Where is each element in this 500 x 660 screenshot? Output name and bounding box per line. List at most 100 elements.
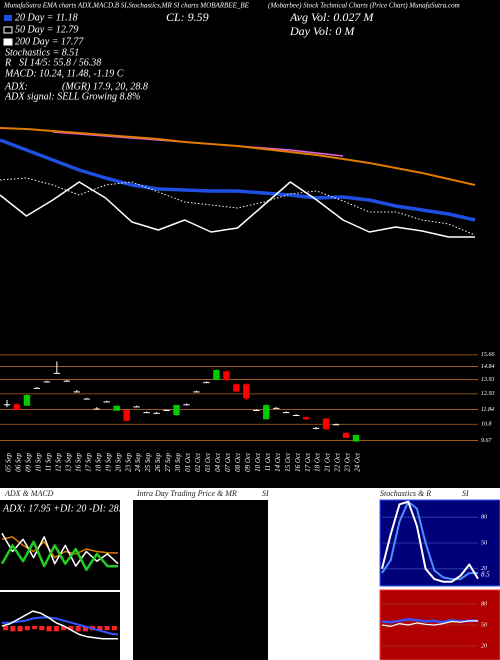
panel-title: Intra Day Trading Price & MR	[136, 489, 237, 498]
candle-body	[163, 410, 170, 411]
candle-body	[133, 406, 140, 408]
series-line	[381, 500, 478, 581]
x-tick-label: 15 Oct	[284, 452, 292, 472]
x-tick-label: 08 Oct	[234, 452, 242, 472]
candle-body	[153, 412, 160, 414]
histogram-bar	[111, 626, 117, 631]
panel-title: Stochastics & R	[380, 489, 431, 498]
x-tick-label: 04 Oct	[214, 452, 222, 472]
histogram-bar	[61, 626, 67, 631]
candle-body	[193, 391, 200, 393]
x-tick-label: 14 Oct	[274, 452, 282, 472]
y-tick-label: 9.67	[481, 438, 493, 444]
x-tick-label: 30 Sep	[174, 453, 182, 473]
series-line	[0, 540, 119, 572]
x-tick-label: 23 Sep	[124, 453, 132, 472]
stat: Stochastics = 8.51	[5, 47, 79, 58]
histogram-bar	[3, 626, 9, 631]
stat: ADX:	[4, 81, 28, 92]
candle-body	[53, 372, 61, 374]
x-tick-label: 19 Sep	[104, 453, 112, 472]
x-tick-label: 13 Sep	[64, 453, 72, 472]
candle-body	[43, 381, 51, 383]
legend-swatch	[3, 26, 13, 34]
x-tick-label: 17 Sep	[84, 453, 92, 472]
x-tick-label: 09 Sep	[25, 453, 33, 472]
candle-body	[283, 412, 290, 414]
y-tick-label: 20	[481, 643, 487, 649]
candle-body	[292, 415, 300, 416]
legend-label: 200 Day = 17.77	[15, 36, 84, 47]
x-tick-label: 10 Sep	[35, 453, 43, 472]
series-line	[0, 181, 475, 238]
x-tick-label: 05 Sep	[5, 453, 13, 472]
x-tick-label: 10 Oct	[254, 452, 262, 472]
y-tick-label: 14.84	[481, 363, 495, 370]
stat: ADX signal: SELL Growing 8.8%	[4, 91, 140, 102]
annotation: 8.5	[481, 571, 490, 579]
x-tick-label: 06 Sep	[15, 453, 23, 472]
candle-body	[223, 371, 230, 380]
adx-panel	[0, 500, 120, 590]
x-tick-label: 24 Sep	[134, 453, 142, 472]
histogram-bar	[24, 626, 30, 631]
panel-title: ADX & MACD	[4, 489, 54, 498]
header-title-right: (Mobarbee) Stock Technical Charts (Price…	[268, 2, 460, 10]
candle-body	[233, 384, 240, 392]
candle-body	[63, 380, 71, 382]
candle-body	[23, 395, 31, 406]
x-tick-label: 18 Sep	[94, 453, 102, 472]
candle-body	[322, 418, 330, 430]
annotation: ADX: 17.95 +DI: 20 -DI: 28.75	[2, 503, 131, 514]
series-line	[381, 620, 478, 627]
histogram-bar	[53, 626, 59, 632]
histogram-bar	[10, 626, 16, 632]
y-tick-label: 50	[481, 540, 487, 546]
stat: (MGR) 17.9, 20, 28.8	[62, 81, 148, 92]
candle-body	[243, 384, 250, 399]
series-line	[0, 127, 476, 186]
candle-body	[312, 427, 320, 429]
y-tick-label: 80	[481, 515, 487, 521]
close-price: CL: 9.59	[166, 10, 209, 24]
histogram-bar	[97, 626, 103, 631]
legend-swatch	[3, 38, 13, 46]
histogram-bar	[104, 626, 110, 631]
stat: R	[4, 57, 11, 68]
x-tick-label: 21 Oct	[324, 452, 332, 472]
y-tick-label: 10.8	[481, 422, 492, 428]
candle-body	[33, 387, 41, 389]
series-line	[2, 616, 119, 636]
histogram-bar	[17, 626, 23, 632]
y-tick-label: 13.93	[481, 377, 495, 383]
x-tick-label: 25 Sep	[144, 453, 152, 472]
x-tick-label: 07 Oct	[224, 452, 232, 472]
y-tick-label: 15.66	[481, 352, 495, 358]
x-tick-label: 16 Oct	[294, 452, 302, 472]
series-line	[0, 138, 476, 222]
candle-body	[342, 432, 350, 438]
x-tick-label: 11 Sep	[44, 453, 52, 472]
candle-body	[143, 412, 150, 414]
candle-body	[3, 404, 11, 406]
y-tick-label: 50	[481, 622, 487, 628]
candle-body	[183, 404, 190, 406]
x-tick-label: 01 Oct	[184, 452, 192, 472]
candle-body	[253, 410, 260, 411]
histogram-bar	[39, 626, 45, 631]
candle-body	[73, 391, 80, 393]
y-tick-label: 20	[481, 566, 487, 572]
candle-body	[93, 408, 100, 410]
x-tick-label: 12 Sep	[54, 453, 62, 472]
candle-body	[332, 424, 340, 426]
candle-body	[213, 370, 220, 380]
stat: SI 14/5: 55.8 / 56.38	[19, 57, 101, 68]
x-tick-label: 20 Sep	[114, 453, 122, 472]
x-tick-label: 22 Oct	[334, 452, 342, 472]
candle-body	[103, 401, 110, 403]
x-tick-label: 17 Oct	[304, 452, 312, 472]
legend-label: 50 Day = 12.79	[15, 24, 78, 35]
candle-body	[83, 398, 90, 400]
series-line	[381, 500, 479, 583]
x-tick-label: 24 Oct	[354, 452, 362, 472]
